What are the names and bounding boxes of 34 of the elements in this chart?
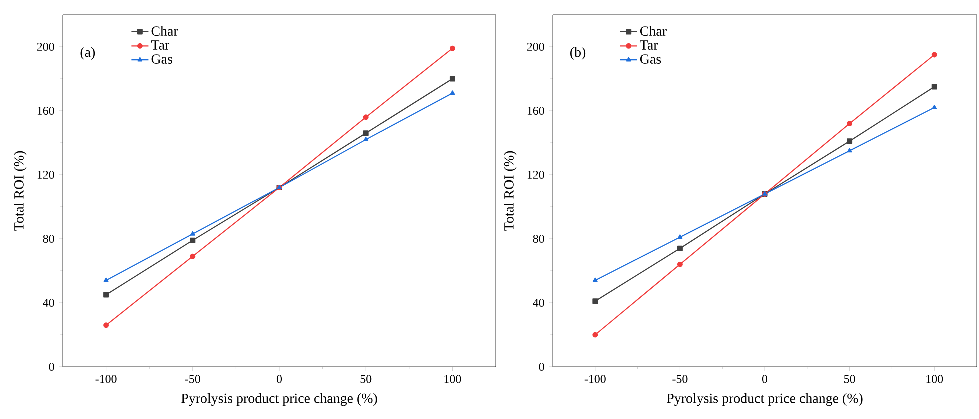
legend-label: Char (152, 26, 178, 36)
x-tick-label: 0 (762, 375, 768, 384)
legend-label: Tar (640, 40, 658, 50)
y-tick-label: 160 (528, 106, 544, 116)
x-tick-label: -50 (185, 375, 200, 384)
annotation: (b) (570, 47, 586, 60)
y-axis-title: Total ROI (%) (504, 151, 517, 231)
y-tick-label: 120 (528, 170, 544, 180)
x-axis-title: Pyrolysis product price change (%) (667, 393, 863, 406)
y-tick-label: 80 (43, 234, 54, 244)
x-axis-title: Pyrolysis product price change (%) (182, 393, 378, 406)
x-tick-label: 100 (444, 375, 462, 384)
y-tick-label: 120 (38, 170, 54, 180)
y-tick-label: 40 (43, 298, 54, 308)
legend-label: Gas (640, 54, 662, 64)
x-tick-label: 100 (926, 375, 944, 384)
y-tick-label: 200 (37, 42, 54, 52)
legend-label: Tar (151, 40, 170, 50)
y-tick-label: 0 (49, 362, 54, 372)
y-tick-label: 0 (539, 362, 544, 372)
legend-label: Gas (152, 54, 172, 64)
x-tick-label: -100 (584, 375, 606, 384)
y-tick-label: 160 (38, 106, 54, 116)
y-tick-label: 200 (527, 42, 544, 52)
annotation: (a) (80, 47, 96, 60)
y-tick-label: 40 (533, 298, 544, 308)
x-tick-label: 0 (276, 375, 282, 384)
x-tick-label: 50 (844, 375, 856, 384)
x-tick-label: -100 (96, 375, 117, 384)
legend-label: Char (640, 26, 667, 36)
y-axis-title: Total ROI (%) (14, 151, 27, 231)
x-tick-label: -50 (672, 375, 688, 384)
y-tick-label: 80 (533, 234, 544, 244)
x-tick-label: 50 (360, 375, 372, 384)
